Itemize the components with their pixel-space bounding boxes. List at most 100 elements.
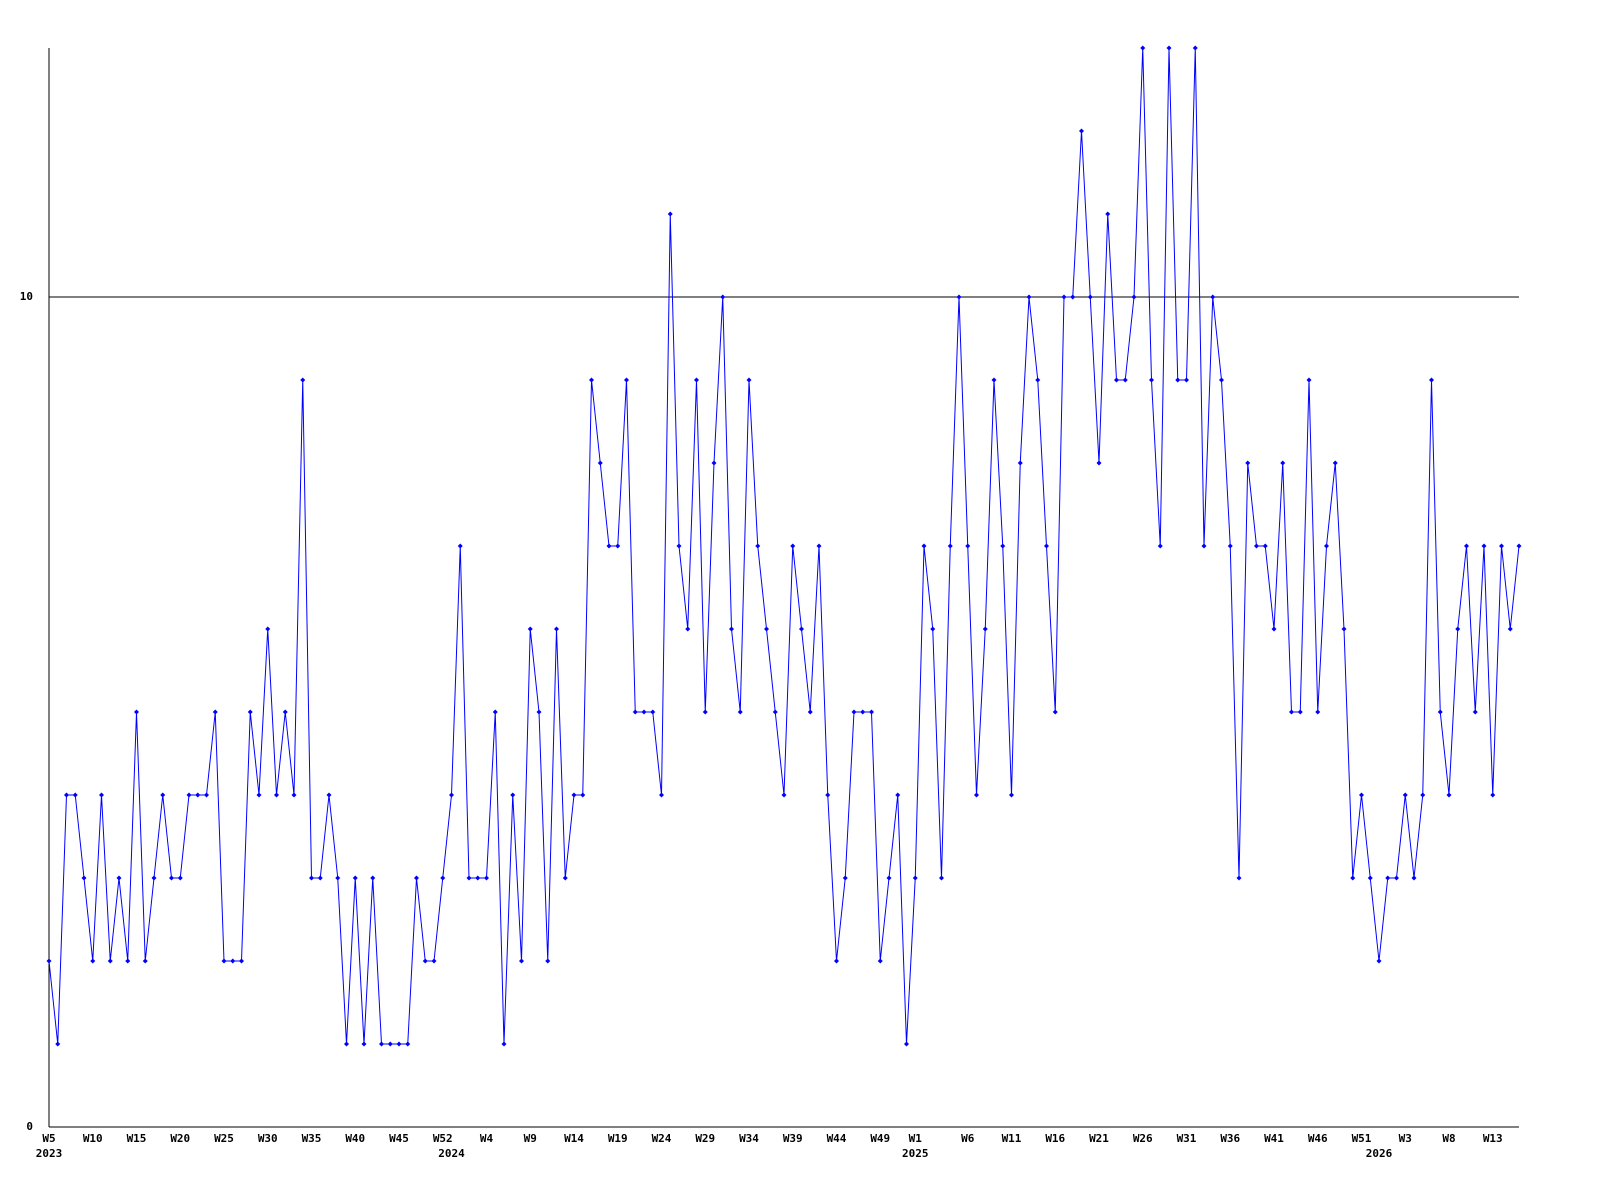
data-point [1166, 45, 1172, 51]
data-point [1472, 709, 1478, 715]
data-point [1192, 45, 1198, 51]
data-point [1402, 792, 1408, 798]
data-point [247, 709, 253, 715]
x-tick-label: W6 [961, 1132, 975, 1145]
data-point [239, 958, 244, 964]
data-point [1271, 626, 1277, 632]
data-point [352, 875, 358, 881]
data-point [1210, 294, 1216, 300]
data-point [1052, 709, 1058, 715]
data-point [449, 792, 454, 798]
data-point [1017, 460, 1023, 466]
data-point [457, 543, 463, 549]
data-point [842, 875, 848, 881]
x-tick-label: W34 [739, 1132, 759, 1145]
data-point [151, 875, 157, 881]
data-point [869, 709, 874, 715]
data-point [659, 792, 664, 798]
data-point [580, 792, 586, 798]
data-point [1070, 294, 1076, 300]
data-point [125, 958, 131, 964]
data-point [1157, 543, 1163, 549]
data-point [834, 958, 839, 964]
x-tick-label: W15 [127, 1132, 147, 1145]
x-tick-label: W9 [524, 1132, 537, 1145]
data-point [851, 709, 857, 715]
data-point [772, 709, 778, 715]
x-tick-label: W11 [1002, 1132, 1022, 1145]
data-point [134, 709, 139, 715]
data-point [405, 1041, 411, 1047]
data-point [55, 1041, 61, 1047]
data-point [589, 377, 594, 383]
data-point [64, 792, 69, 798]
data-point [1481, 543, 1487, 549]
data-point [895, 792, 901, 798]
x-tick-label: W45 [389, 1132, 409, 1145]
data-point [1359, 792, 1364, 798]
data-point [1262, 543, 1268, 549]
data-point [291, 792, 297, 798]
data-point [1175, 377, 1181, 383]
data-point [1149, 377, 1154, 383]
data-point [991, 377, 997, 383]
data-point [1131, 294, 1137, 300]
x-tick-label: W20 [170, 1132, 190, 1145]
data-point [1245, 460, 1251, 466]
data-point [1455, 626, 1461, 632]
data-point [1420, 792, 1426, 798]
x-tick-label: W16 [1045, 1132, 1065, 1145]
data-point [265, 626, 271, 632]
data-point [912, 875, 918, 881]
data-point [1507, 626, 1513, 632]
data-point [694, 377, 699, 383]
data-point [1105, 211, 1111, 217]
x-tick-label: W31 [1177, 1132, 1197, 1145]
data-point [414, 875, 419, 881]
data-point [107, 958, 113, 964]
data-point [1254, 543, 1259, 549]
data-point [1140, 45, 1146, 51]
data-point [160, 792, 166, 798]
data-point [99, 792, 104, 798]
data-point [965, 543, 971, 549]
data-point [1044, 543, 1049, 549]
data-point [519, 958, 524, 964]
data-point [816, 543, 822, 549]
data-point [886, 875, 892, 881]
x-tick-label: W13 [1483, 1132, 1503, 1145]
data-point [422, 958, 428, 964]
data-point [379, 1041, 384, 1047]
data-point [510, 792, 516, 798]
data-point [1376, 958, 1382, 964]
y-tick-label: 10 [20, 290, 33, 303]
data-point [1324, 543, 1329, 549]
data-point [904, 1041, 909, 1047]
data-point [431, 958, 437, 964]
x-tick-label: W10 [83, 1132, 103, 1145]
x-tick-label: W25 [214, 1132, 234, 1145]
data-point [729, 626, 734, 632]
x-group-label: 2026 [1366, 1147, 1393, 1160]
data-point [764, 626, 769, 632]
data-point [282, 709, 288, 715]
data-point [361, 1041, 367, 1047]
x-tick-label: W8 [1442, 1132, 1455, 1145]
data-point [1227, 543, 1233, 549]
data-point [807, 709, 813, 715]
data-point [177, 875, 183, 881]
data-point [142, 958, 148, 964]
data-point [221, 958, 227, 964]
data-point [597, 460, 603, 466]
data-point [1446, 792, 1452, 798]
data-point [667, 211, 673, 217]
x-tick-label: W1 [909, 1132, 923, 1145]
data-point [956, 294, 962, 300]
x-group-label: 2024 [438, 1147, 465, 1160]
x-tick-label: W40 [345, 1132, 365, 1145]
x-tick-label: W35 [302, 1132, 322, 1145]
x-tick-label: W36 [1220, 1132, 1240, 1145]
data-point [860, 709, 866, 715]
x-tick-label: W39 [783, 1132, 803, 1145]
data-point [1490, 792, 1496, 798]
